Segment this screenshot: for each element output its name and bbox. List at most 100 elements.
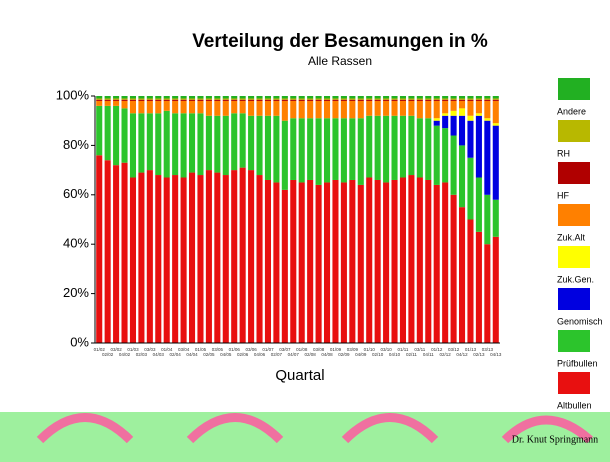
bar-segment [349, 100, 355, 101]
bar-segment [256, 96, 262, 98]
bar-segment [206, 101, 212, 116]
bar-segment [290, 100, 296, 101]
bar-segment [451, 136, 457, 195]
bar-segment [155, 98, 161, 99]
bar-segment [451, 96, 457, 98]
bar-segment [147, 98, 153, 99]
bar-segment [96, 100, 102, 101]
bar-segment [316, 96, 322, 98]
bar-segment [147, 113, 153, 170]
bar-segment [105, 160, 111, 343]
bar-segment [324, 96, 330, 98]
y-tick-label: 60% [63, 186, 89, 201]
bar-segment [459, 98, 465, 99]
x-tick-label: 04/09 [355, 352, 367, 357]
bar-segment [493, 101, 499, 123]
bar-segment [493, 237, 499, 343]
legend-swatch [558, 372, 590, 394]
x-axis-label: Quartal [275, 367, 324, 384]
bar-segment [358, 101, 364, 118]
x-tick-label: 04/13 [490, 352, 502, 357]
bar-segment [425, 98, 431, 99]
bar-segment [383, 101, 389, 116]
bar-segment [476, 232, 482, 343]
bar-segment [223, 98, 229, 99]
bar-segment [197, 98, 203, 99]
bar-segment [138, 96, 144, 98]
bar-segment [206, 116, 212, 170]
bar-segment [383, 98, 389, 99]
x-tick-label: 02/02 [102, 352, 114, 357]
footer-text: Dr. Knut Springmann [512, 434, 598, 445]
bar-segment [181, 178, 187, 343]
bar-segment [434, 126, 440, 185]
legend-swatch [558, 120, 590, 142]
bar-segment [391, 116, 397, 180]
bar-segment [155, 100, 161, 101]
x-tick-label: 02/04 [170, 352, 182, 357]
bar-segment [493, 100, 499, 101]
bar-segment [214, 173, 220, 343]
bar-segment [147, 100, 153, 101]
bar-segment [206, 170, 212, 343]
bar-segment [484, 101, 490, 118]
bar-segment [113, 106, 119, 165]
legend-label: HF [557, 190, 569, 200]
bar-segment [451, 101, 457, 111]
bar-segment [459, 101, 465, 108]
bar-segment [256, 100, 262, 101]
bar-segment [316, 101, 322, 118]
bar-segment [96, 155, 102, 343]
bar-segment [273, 116, 279, 183]
bar-segment [138, 101, 144, 113]
bar-segment [130, 96, 136, 98]
bar-segment [307, 96, 313, 98]
bar-segment [113, 100, 119, 101]
bar-segment [189, 96, 195, 98]
x-tick-label: 04/03 [153, 352, 165, 357]
bar-segment [451, 98, 457, 99]
bar-segment [332, 100, 338, 101]
bar-segment [375, 100, 381, 101]
bar-segment [231, 113, 237, 170]
bar-segment [324, 100, 330, 101]
bar-segment [121, 98, 127, 99]
bar-segment [307, 118, 313, 180]
bar-segment [451, 116, 457, 136]
legend-label: Prüfbullen [557, 358, 598, 368]
bar-segment [476, 116, 482, 178]
legend-label: Zuk.Alt [557, 232, 586, 242]
bar-segment [341, 118, 347, 182]
x-tick-label: 02/05 [203, 352, 215, 357]
bar-segment [400, 100, 406, 101]
bar-segment [332, 118, 338, 180]
legend-label: Andere [557, 106, 586, 116]
bar-segment [493, 200, 499, 237]
bar-segment [273, 100, 279, 101]
bar-segment [121, 101, 127, 108]
legend-swatch [558, 204, 590, 226]
bar-segment [332, 180, 338, 343]
bar-segment [476, 113, 482, 115]
x-tick-label: 02/10 [372, 352, 384, 357]
bar-segment [248, 100, 254, 101]
bar-segment [231, 101, 237, 113]
bar-segment [240, 113, 246, 167]
bar-segment [147, 101, 153, 113]
bar-segment [299, 96, 305, 98]
bar-segment [375, 116, 381, 180]
bar-segment [442, 113, 448, 115]
bar-segment [307, 101, 313, 118]
bar-segment [105, 101, 111, 106]
bar-segment [366, 101, 372, 116]
bar-segment [493, 98, 499, 99]
legend-label: Genomisch [557, 316, 603, 326]
bar-segment [434, 101, 440, 118]
bar-segment [417, 101, 423, 118]
bar-segment [366, 98, 372, 99]
bar-segment [223, 175, 229, 343]
bar-segment [425, 100, 431, 101]
bar-segment [181, 96, 187, 98]
x-tick-label: 04/12 [456, 352, 468, 357]
legend-label: RH [557, 148, 570, 158]
